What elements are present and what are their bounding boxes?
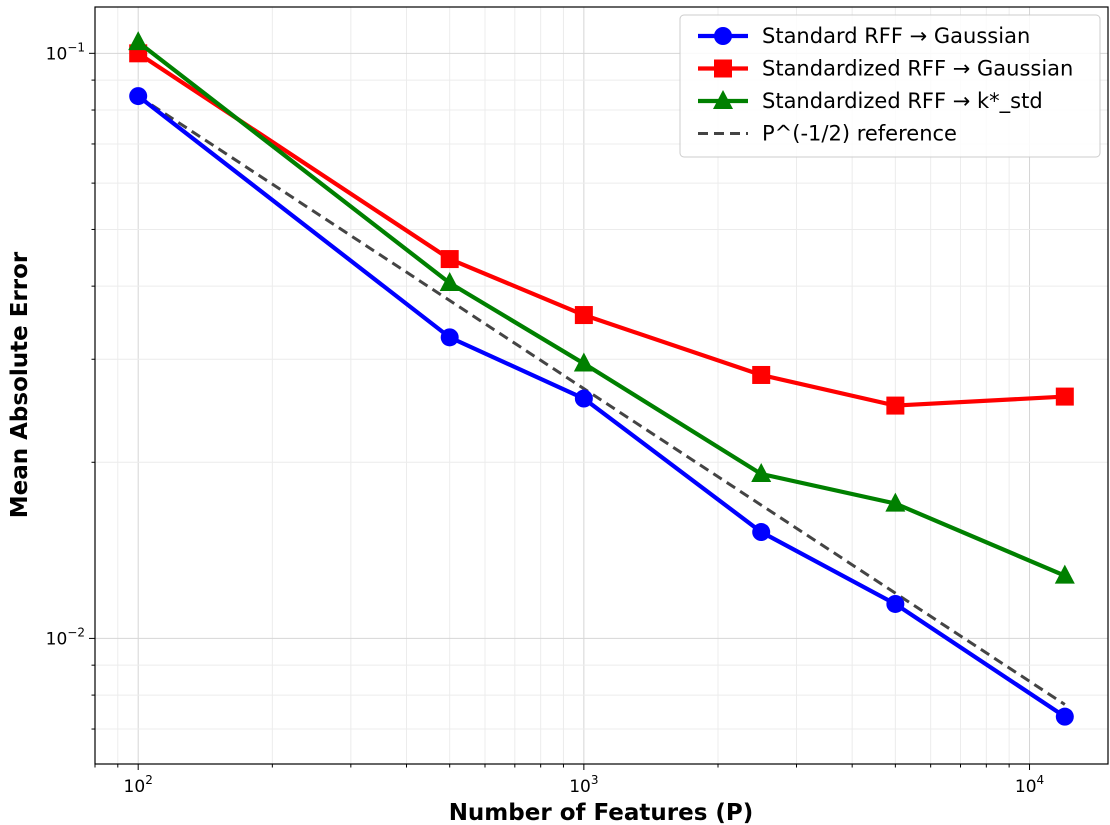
series-layer — [128, 31, 1075, 726]
series-line — [137, 51, 1065, 408]
legend-label: Standard RFF → Gaussian — [762, 24, 1030, 48]
data-point — [129, 87, 148, 106]
legend-marker — [713, 90, 733, 109]
series-2 — [129, 44, 1074, 415]
y-tick-label: 10−2 — [46, 625, 85, 649]
data-point — [1054, 564, 1075, 584]
series-line — [137, 94, 1066, 706]
series-4 — [137, 94, 1066, 706]
legend-item: Standard RFF → Gaussian — [698, 24, 1030, 48]
data-point — [573, 352, 594, 372]
series-1 — [129, 87, 1074, 726]
legend-marker — [714, 27, 732, 45]
data-point — [752, 365, 771, 384]
plot-frame — [94, 6, 1109, 765]
data-point — [574, 306, 593, 325]
legend: Standard RFF → Gaussian Standardized RFF … — [679, 14, 1101, 158]
data-point — [574, 389, 593, 408]
data-point — [1055, 707, 1074, 726]
legend-label: Standardized RFF → k*_std — [762, 89, 1043, 114]
x-tick-label: 103 — [569, 773, 598, 797]
data-point — [440, 250, 459, 269]
data-point — [886, 396, 905, 415]
data-point — [885, 492, 906, 512]
series-line — [136, 94, 1066, 719]
data-point — [440, 328, 459, 347]
series-line — [136, 40, 1066, 578]
axis-ticks: 102 103 104 10−1 10−2 — [46, 40, 1045, 797]
legend-box — [679, 14, 1101, 158]
data-point — [439, 271, 460, 291]
data-point — [128, 31, 149, 51]
y-axis-title: Mean Absolute Error — [7, 251, 33, 518]
legend-label: Standardized RFF → Gaussian — [762, 57, 1073, 81]
legend-item: Standardized RFF → k*_std — [698, 89, 1043, 114]
x-tick-label: 102 — [124, 773, 153, 797]
x-tick-label: 104 — [1015, 773, 1044, 797]
series-3 — [128, 31, 1075, 584]
data-point — [751, 462, 772, 482]
legend-item: P^(-1/2) reference — [698, 122, 957, 146]
y-tick-label: 10−1 — [46, 40, 85, 64]
legend-item: Standardized RFF → Gaussian — [698, 57, 1073, 81]
data-point — [752, 523, 771, 542]
data-point — [886, 594, 905, 613]
grid — [94, 7, 1108, 764]
data-point — [1055, 387, 1074, 406]
legend-marker — [714, 59, 732, 78]
x-axis-title: Number of Features (P) — [449, 800, 754, 825]
legend-label: P^(-1/2) reference — [762, 122, 957, 146]
